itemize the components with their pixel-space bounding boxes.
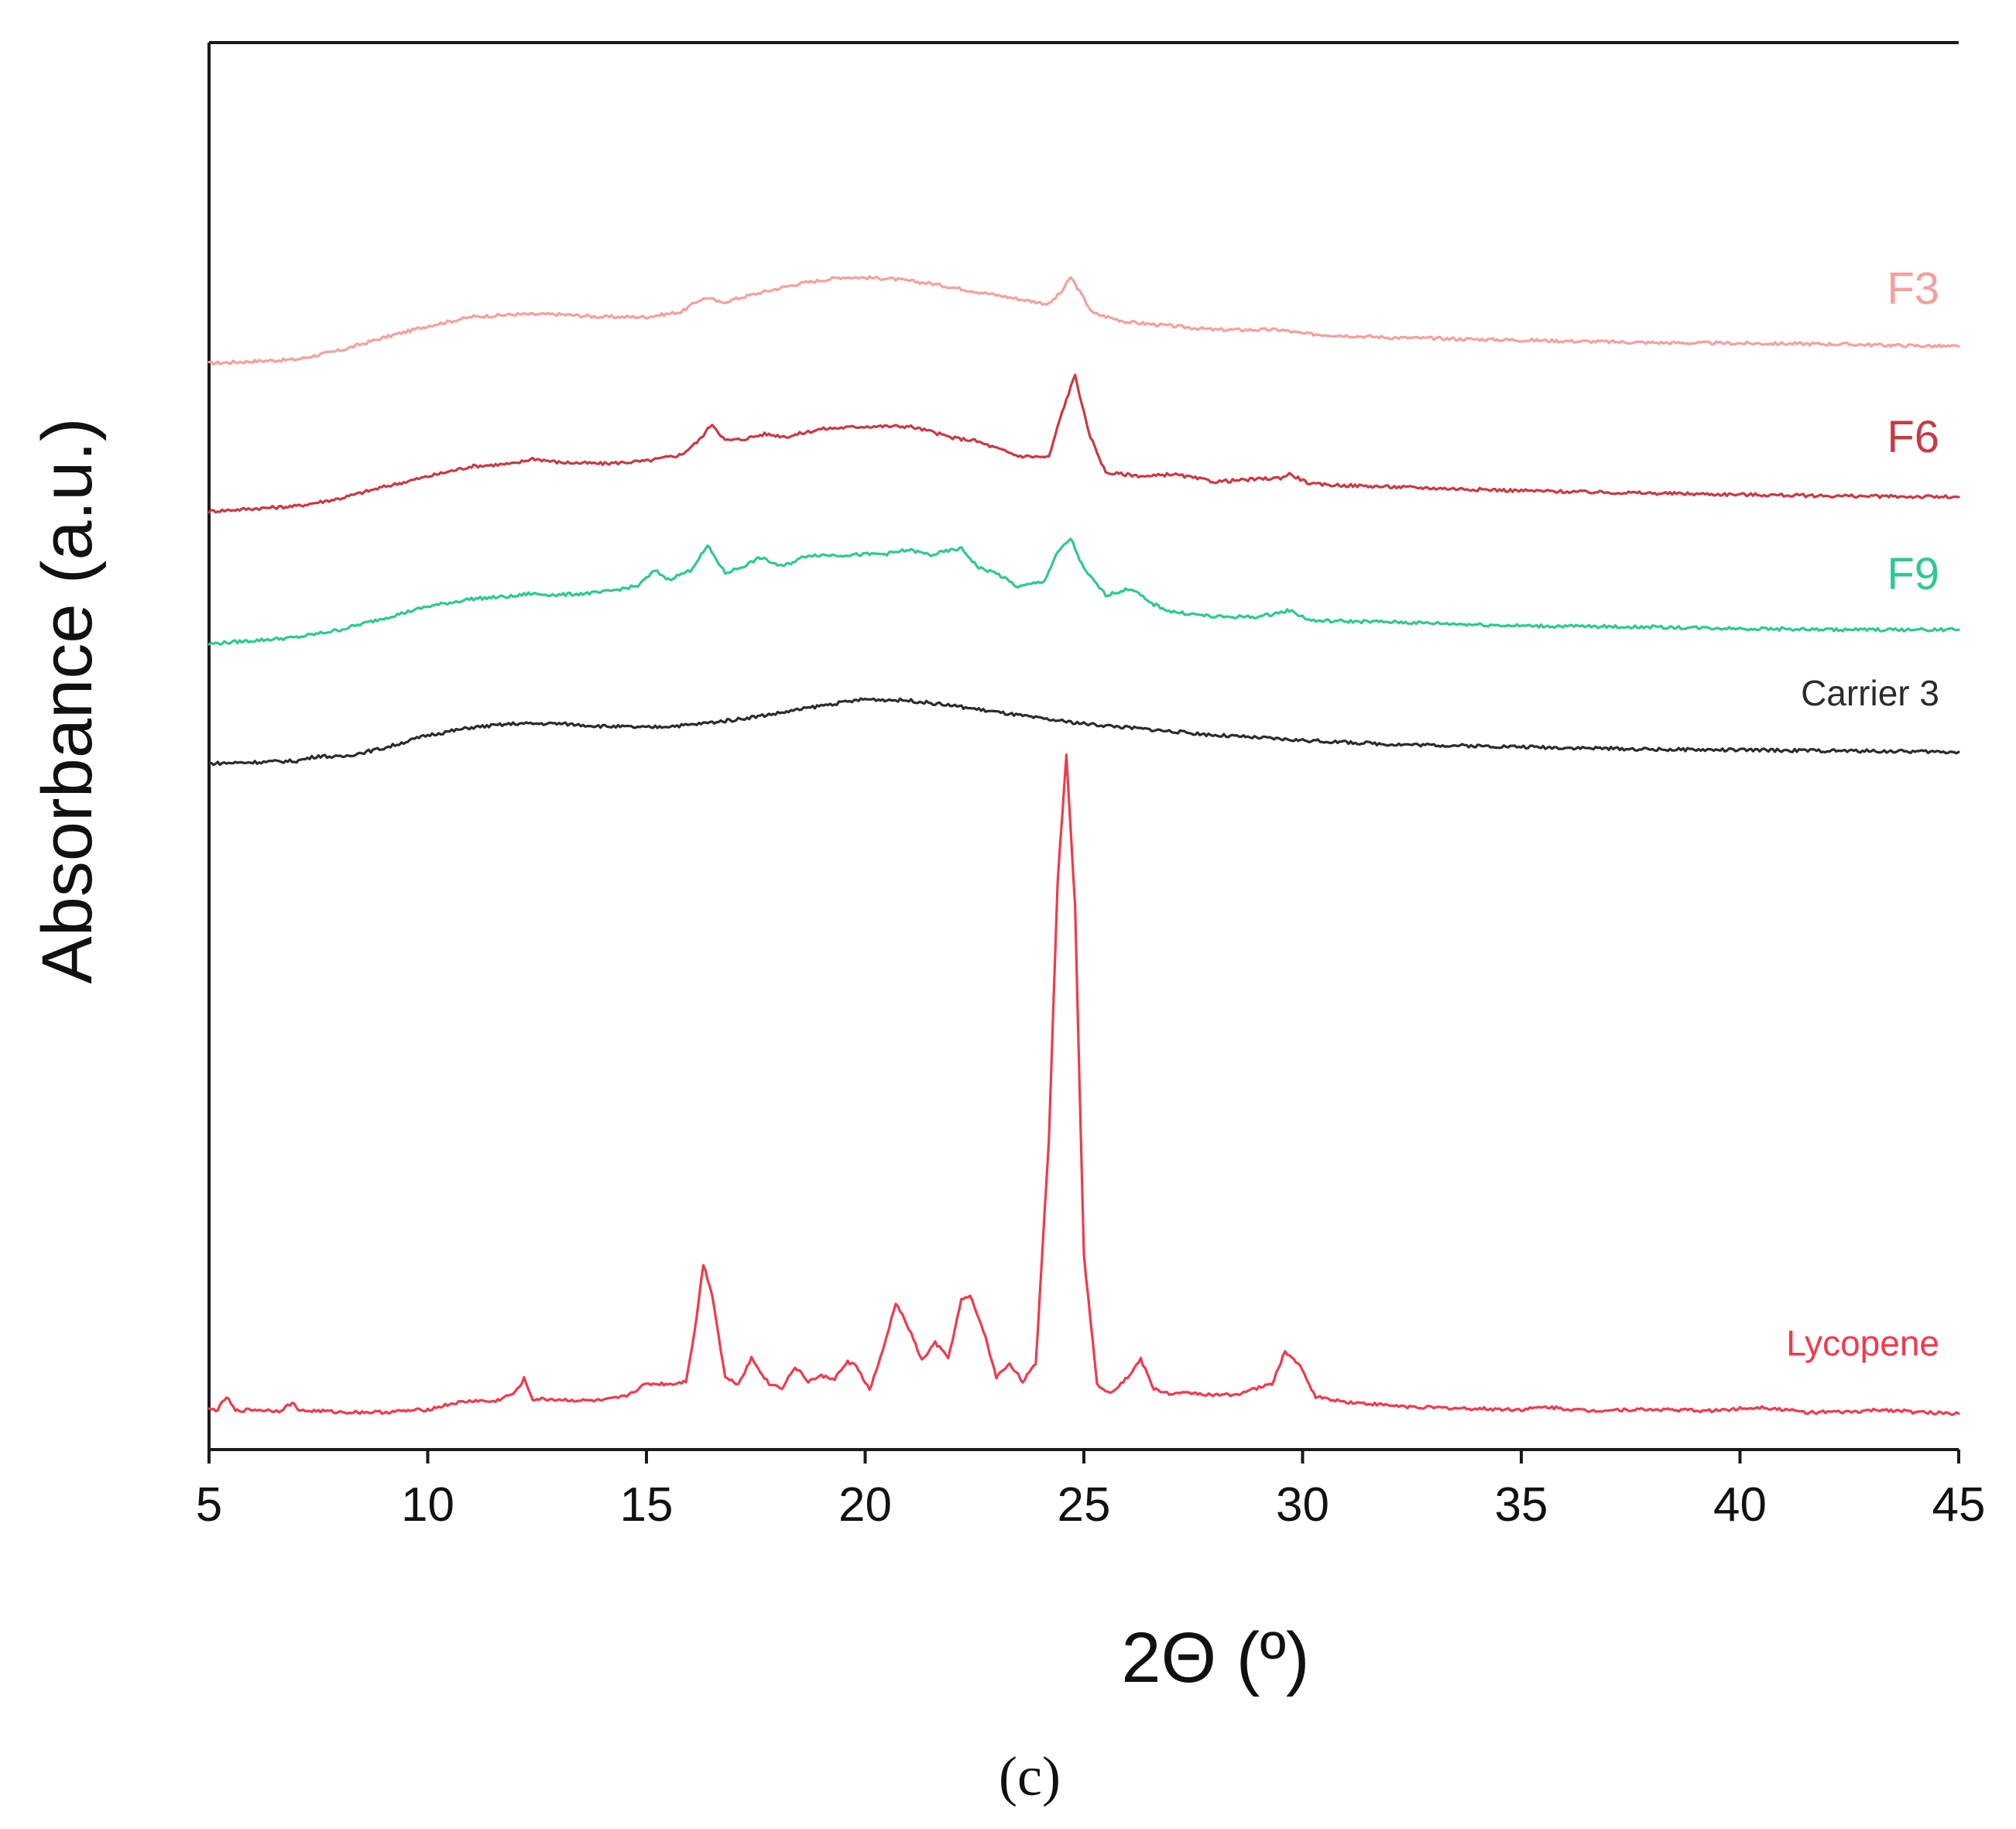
- series-line-f6: [207, 373, 1960, 514]
- panel-label: (c): [999, 1745, 1061, 1807]
- series-line-f9: [207, 537, 1960, 646]
- x-tick-label: 30: [1276, 1478, 1329, 1532]
- x-axis-ticks: 5 10 15 20 25 30 35 40 45: [196, 1450, 1986, 1532]
- series-label-f6: F6: [1887, 412, 1939, 462]
- x-axis-label: 2Θ (º): [1121, 1618, 1309, 1697]
- series-label-f9: F9: [1887, 549, 1939, 599]
- x-tick-label: 25: [1058, 1478, 1111, 1532]
- x-tick-label: 15: [620, 1478, 674, 1532]
- series-label-f3: F3: [1887, 264, 1939, 314]
- x-tick-label: 5: [196, 1478, 222, 1532]
- series-lines: [207, 275, 1960, 1416]
- x-tick-label: 40: [1713, 1478, 1767, 1532]
- x-tick-label: 10: [401, 1478, 454, 1532]
- x-tick-label: 35: [1495, 1478, 1548, 1532]
- y-axis-label: Absorbance (a.u.): [28, 417, 107, 983]
- x-tick-label: 20: [838, 1478, 892, 1532]
- series-labels: F3 F6 F9 Carrier 3 Lycopene: [1786, 264, 1939, 1364]
- series-line-carrier-3: [207, 697, 1960, 767]
- series-label-carrier-3: Carrier 3: [1801, 673, 1939, 713]
- series-line-f3: [207, 275, 1960, 366]
- series-line-lycopene: [207, 753, 1960, 1416]
- x-tick-label: 45: [1932, 1478, 1986, 1532]
- series-label-lycopene: Lycopene: [1786, 1323, 1939, 1363]
